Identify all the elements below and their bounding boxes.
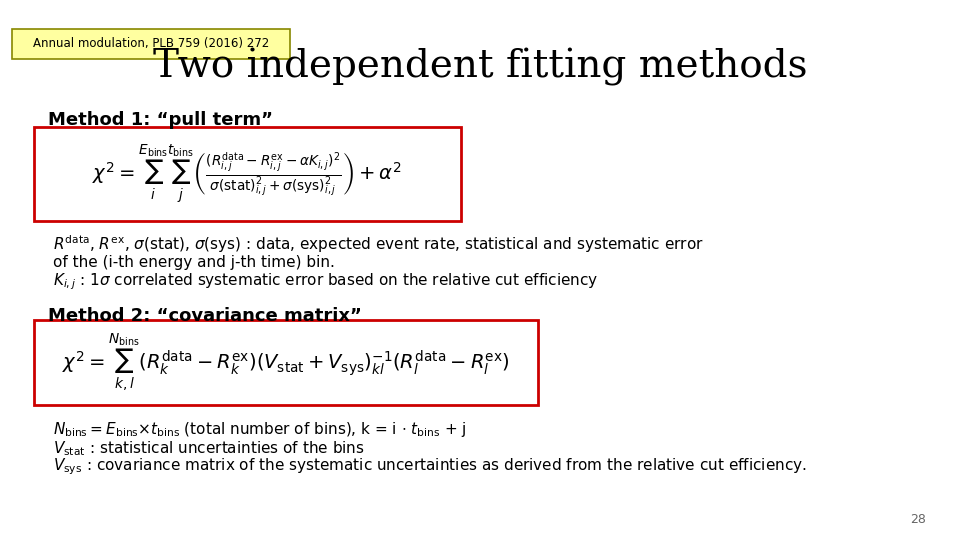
- Text: of the (i-th energy and j-th time) bin.: of the (i-th energy and j-th time) bin.: [53, 255, 335, 271]
- Text: Method 2: “covariance matrix”: Method 2: “covariance matrix”: [48, 307, 362, 325]
- Text: $\chi^2 = \sum_{k,l}^{N_{\rm bins}}(R^{\rm data}_k - R^{\rm ex}_k)(V_{\rm stat} : $\chi^2 = \sum_{k,l}^{N_{\rm bins}}(R^{\…: [61, 332, 510, 393]
- Text: Two independent fitting methods: Two independent fitting methods: [153, 49, 807, 86]
- Text: $V_{\rm sys}$ : covariance matrix of the systematic uncertainties as derived fro: $V_{\rm sys}$ : covariance matrix of the…: [53, 457, 806, 477]
- FancyBboxPatch shape: [34, 320, 538, 405]
- FancyBboxPatch shape: [12, 29, 290, 59]
- Text: Annual modulation, PLB 759 (2016) 272: Annual modulation, PLB 759 (2016) 272: [33, 37, 270, 50]
- Text: $K_{i,j}$ : 1$\sigma$ correlated systematic error based on the relative cut effi: $K_{i,j}$ : 1$\sigma$ correlated systema…: [53, 272, 598, 292]
- Text: $R^{\rm data}$, $R^{\rm ex}$, $\sigma({\rm stat})$, $\sigma({\rm sys})$ : data, : $R^{\rm data}$, $R^{\rm ex}$, $\sigma({\…: [53, 233, 704, 255]
- Text: Method 1: “pull term”: Method 1: “pull term”: [48, 111, 273, 129]
- FancyBboxPatch shape: [34, 127, 461, 221]
- Text: $V_{\rm stat}$ : statistical uncertainties of the bins: $V_{\rm stat}$ : statistical uncertainti…: [53, 439, 365, 457]
- Text: $\chi^2 = \sum_{i}^{E_{\rm bins}}\sum_{j}^{t_{\rm bins}}\left(\frac{(R^{\rm data: $\chi^2 = \sum_{i}^{E_{\rm bins}}\sum_{j…: [92, 143, 402, 205]
- Text: $N_{\rm bins} = E_{\rm bins}{\times}t_{\rm bins}$ (total number of bins), k = i : $N_{\rm bins} = E_{\rm bins}{\times}t_{\…: [53, 420, 467, 439]
- Text: 28: 28: [910, 513, 926, 526]
